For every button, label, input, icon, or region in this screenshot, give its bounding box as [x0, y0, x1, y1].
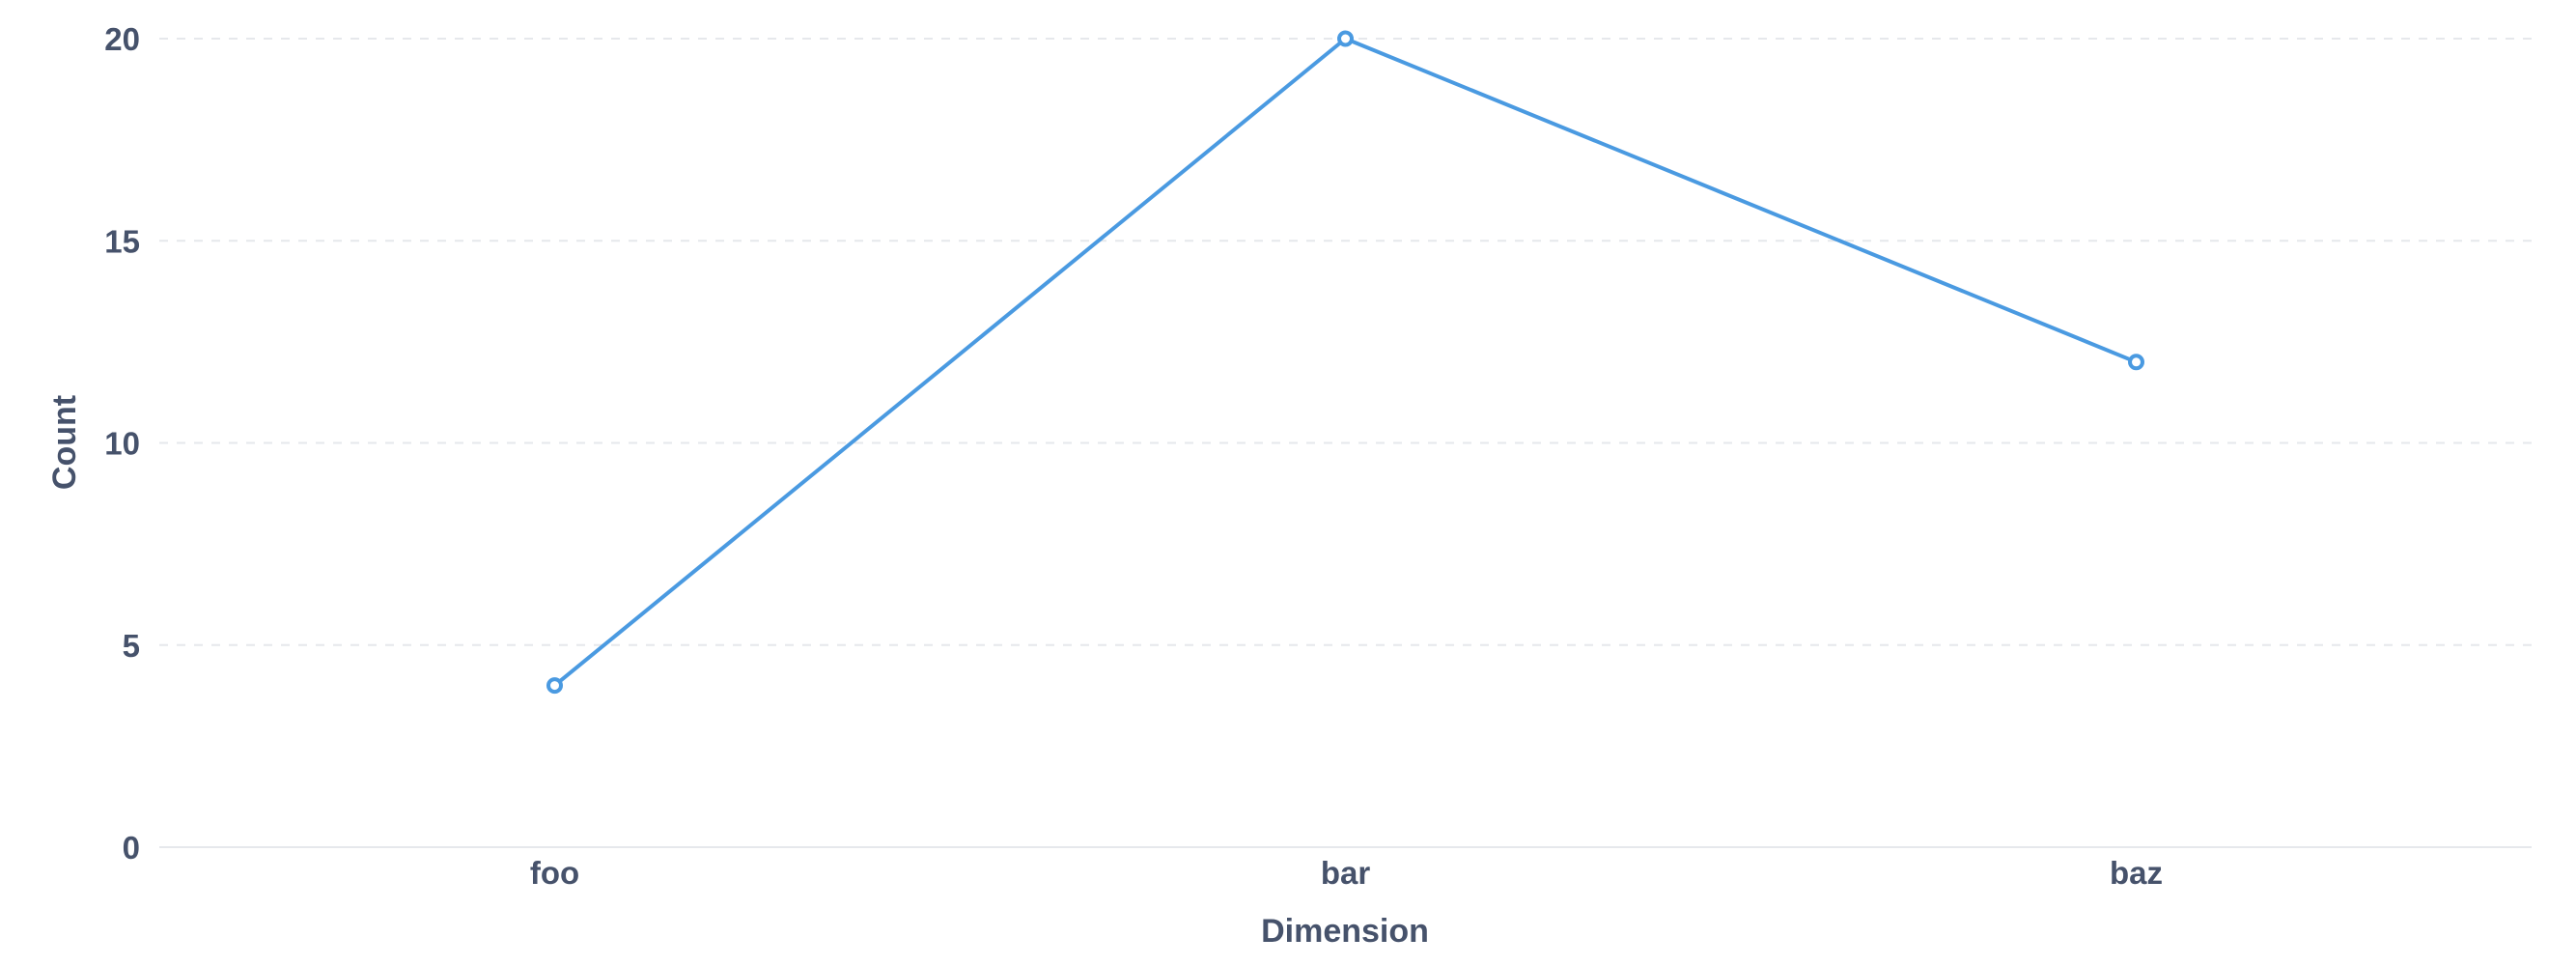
x-tick-label: bar	[1321, 855, 1371, 891]
y-tick-label: 15	[104, 223, 140, 259]
y-axis-title: Count	[46, 395, 83, 490]
y-tick-label: 5	[123, 628, 140, 664]
data-point	[1337, 30, 1354, 47]
y-axis-ticks: 0 5 10 15 20	[104, 21, 140, 866]
series-line	[552, 37, 2139, 688]
x-tick-label: foo	[530, 855, 579, 891]
grid-lines	[159, 38, 2532, 848]
y-tick-label: 20	[104, 21, 140, 57]
x-axis-ticks: foo bar baz	[530, 855, 2163, 891]
data-point	[2128, 354, 2144, 371]
x-tick-label: baz	[2110, 855, 2163, 891]
y-tick-label: 10	[104, 426, 140, 462]
y-tick-label: 0	[123, 830, 140, 866]
x-axis-title: Dimension	[1261, 913, 1429, 950]
series-layer	[546, 30, 2144, 695]
data-point	[546, 677, 563, 695]
